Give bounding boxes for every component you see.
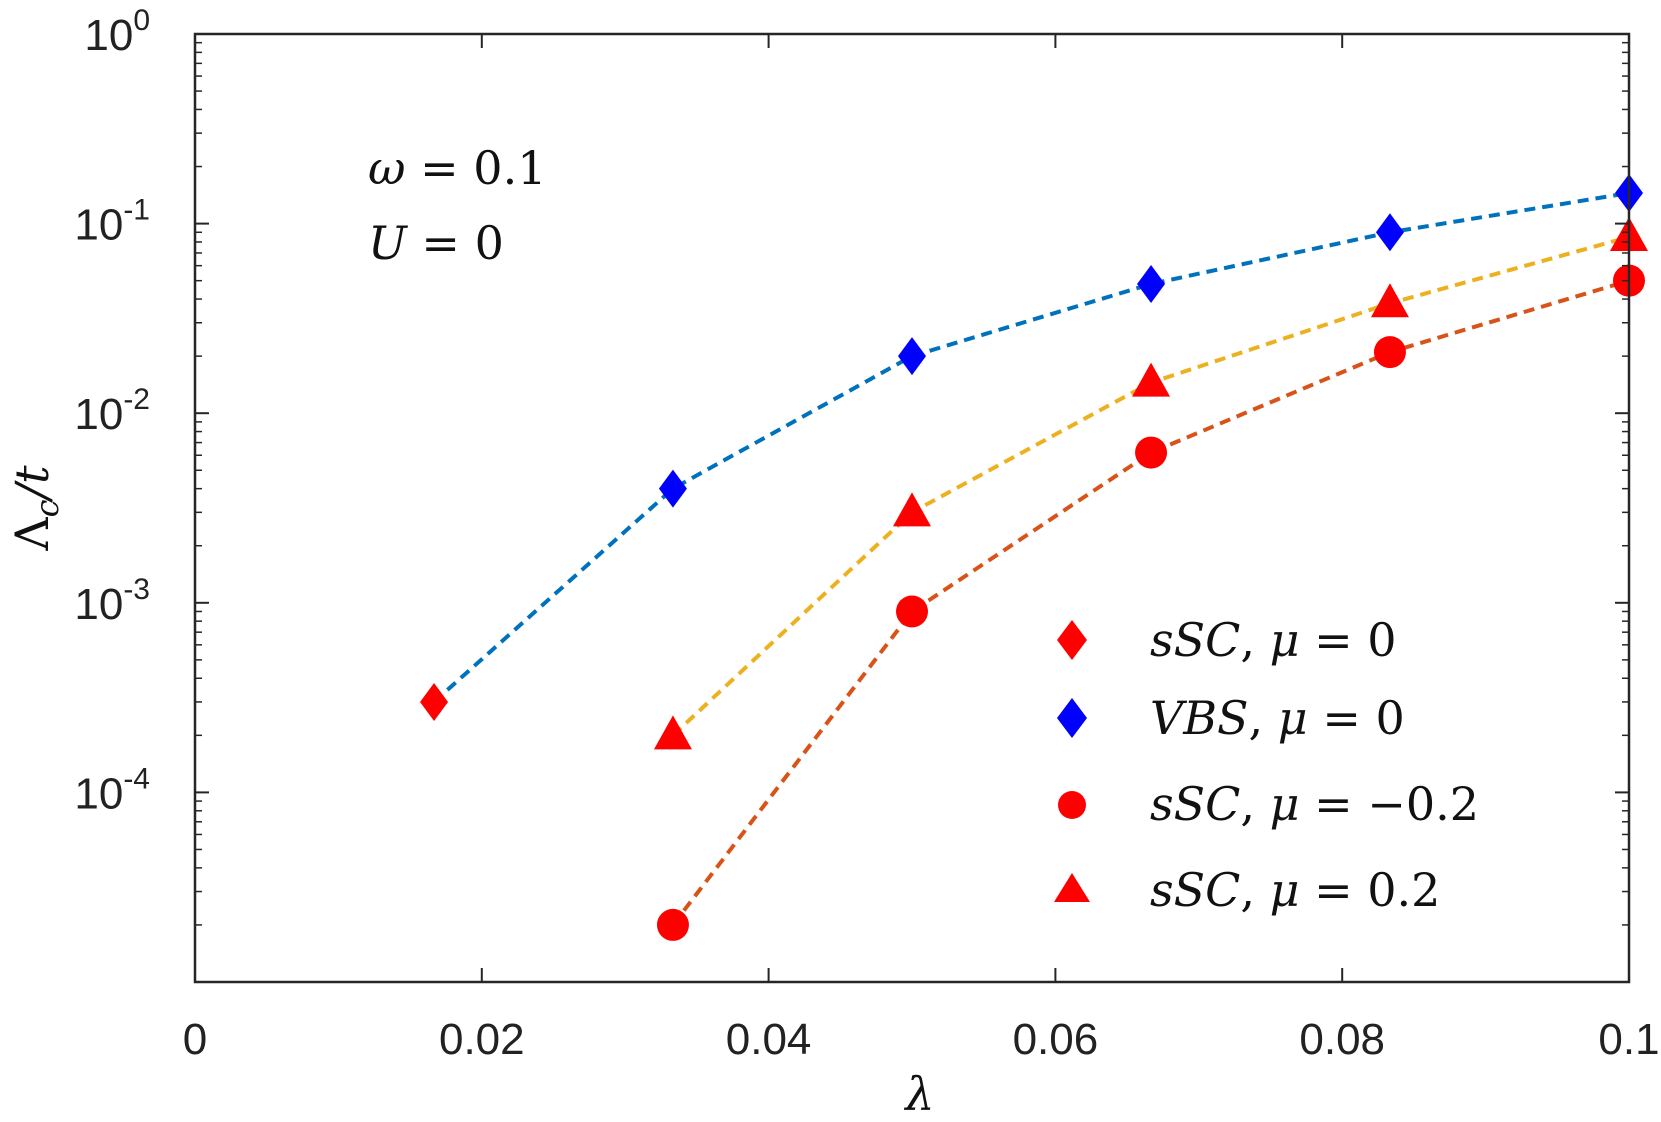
legend-0-b: μ (1270, 613, 1300, 667)
x-tick-label: 0.08 (1299, 1015, 1385, 1064)
legend-3-c: = 0.2 (1299, 863, 1440, 917)
data-point-circle (896, 595, 928, 628)
legend-marker-ssc-mu0 (1057, 620, 1087, 660)
annotation-u-var: U (368, 216, 409, 270)
legend-label-ssc-mu0.2: sSC, μ = 0.2 (1150, 863, 1440, 917)
data-point-diamond (898, 337, 926, 376)
y-axis-label-sub: c (28, 499, 66, 517)
legend-label-vbs-mu0: VBS, μ = 0 (1150, 691, 1405, 745)
data-point-triangle (1370, 283, 1409, 318)
annotation-u-eq: = 0 (407, 216, 504, 270)
legend-1-c: = 0 (1308, 691, 1405, 745)
legend-label-ssc-mu-neg0.2: sSC, μ = −0.2 (1150, 777, 1479, 831)
legend-marker-ssc-mu-neg0.2 (1058, 791, 1086, 819)
data-point-diamond (658, 469, 687, 508)
y-axis-label-main: Λ (5, 517, 59, 552)
axes-box (193, 32, 1631, 984)
x-tick-label: 0 (183, 1015, 207, 1064)
data-point-triangle (893, 492, 931, 527)
legend-0-a: sSC (1150, 613, 1240, 667)
y-tick-label: 100 (84, 4, 150, 60)
data-point-diamond (1137, 265, 1166, 304)
x-tick-label: 0.04 (726, 1015, 812, 1064)
legend-1-b: μ (1278, 691, 1308, 745)
y-axis-label: Λc/t (5, 465, 66, 552)
y-tick-label: 10-1 (74, 194, 150, 250)
legend-marker-ssc-mu0.2 (1054, 873, 1090, 902)
x-tick-label: 0.1 (1598, 1015, 1659, 1064)
data-point-diamond (420, 682, 449, 721)
legend-2-a: sSC (1150, 777, 1240, 831)
axis-ticks (194, 33, 1630, 983)
y-tick-label: 10-4 (74, 762, 150, 818)
x-axis-label: λ (903, 1067, 934, 1121)
x-tick-label: 0.02 (439, 1015, 525, 1064)
annotation-omega-eq: = 0.1 (406, 141, 547, 195)
legend-label-ssc-mu0: sSC, μ = 0 (1150, 613, 1397, 667)
data-point-triangle (1132, 362, 1171, 397)
data-point-circle (1135, 436, 1168, 469)
legend-3-a: sSC (1150, 863, 1240, 917)
x-tick-label: 0.06 (1013, 1015, 1099, 1064)
data-point-diamond (1375, 213, 1404, 252)
tick-labels: 0 0.02 0.04 0.06 0.08 0.1 10-4 10-3 10-2 10-1 100 (74, 4, 1659, 1064)
y-axis-label-rest: /t (5, 465, 59, 503)
data-point-circle (1373, 336, 1406, 369)
legend: sSC, μ = 0 VBS, μ = 0 sSC, μ = −0.2 sSC,… (1054, 613, 1479, 917)
annotation-omega: ω = 0.1 (368, 141, 546, 195)
legend-2-b: μ (1270, 777, 1300, 831)
data-point-triangle (653, 715, 692, 750)
data-point-circle (656, 908, 689, 941)
annotation-u: U = 0 (368, 216, 504, 270)
legend-0-c: = 0 (1299, 613, 1396, 667)
legend-2-c: = −0.2 (1299, 777, 1479, 831)
legend-1-a: VBS (1150, 691, 1249, 745)
legend-marker-vbs-mu0 (1057, 698, 1087, 738)
legend-3-b: μ (1270, 863, 1300, 917)
y-tick-label: 10-3 (74, 573, 150, 629)
series-line (671, 278, 1630, 927)
y-tick-label: 10-2 (74, 383, 150, 439)
annotation-omega-var: ω (368, 141, 406, 195)
